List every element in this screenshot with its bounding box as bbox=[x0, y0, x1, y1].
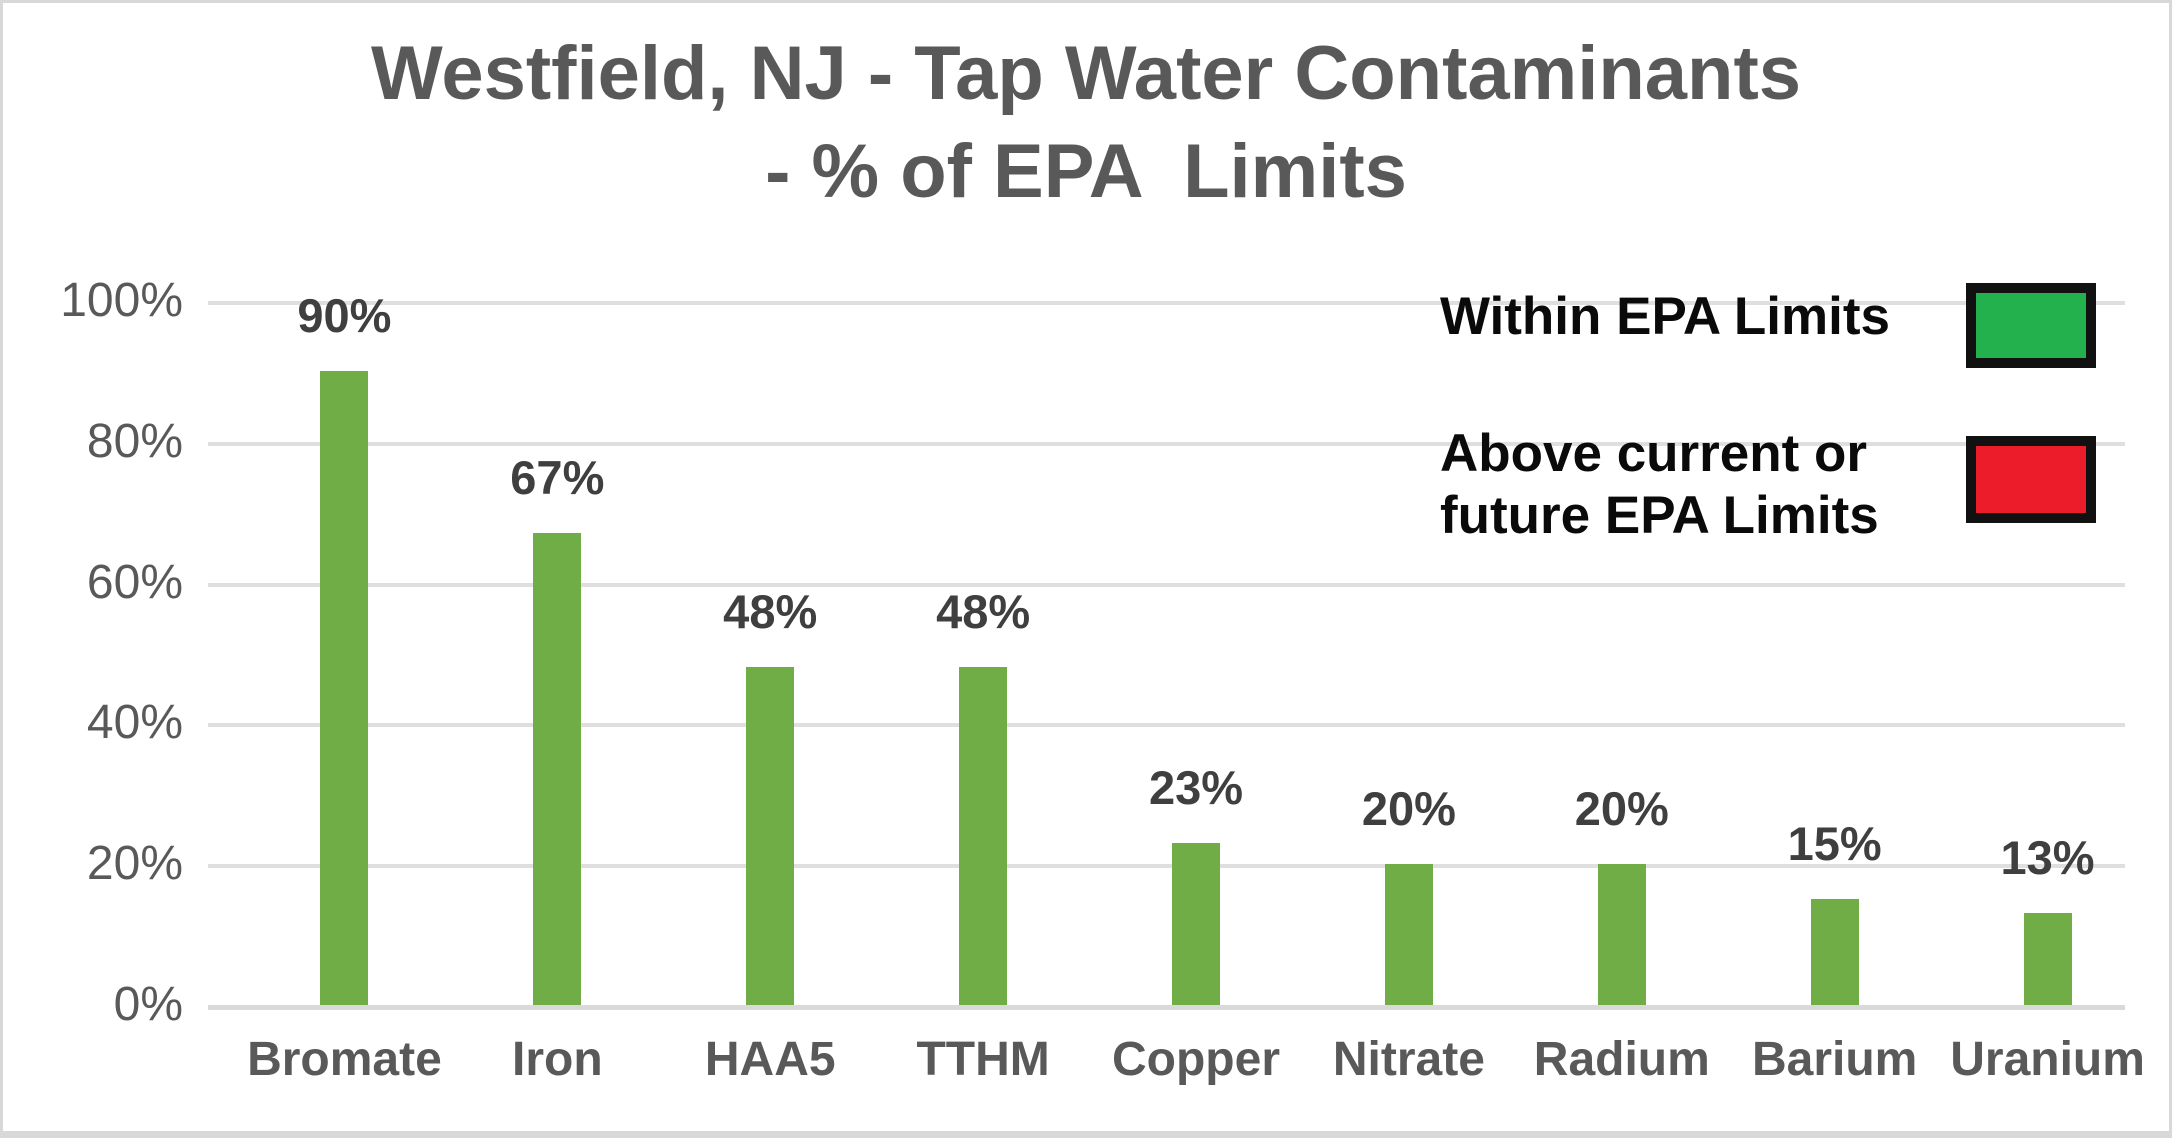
legend-swatch-1 bbox=[1966, 436, 2096, 523]
bar-slot-haa5: 48% bbox=[664, 301, 877, 1005]
y-tick-label: 20% bbox=[86, 837, 183, 891]
y-tick-label: 0% bbox=[113, 978, 183, 1031]
y-tick-label: 40% bbox=[86, 696, 183, 750]
bar-slot-barium: 15% bbox=[1728, 301, 1941, 1005]
legend-swatch-0 bbox=[1966, 283, 2096, 368]
bar-value-label: 20% bbox=[1361, 782, 1456, 836]
legend-label-0: Within EPA Limits bbox=[1440, 287, 1891, 346]
bar-slot-uranium: 13% bbox=[1941, 301, 2154, 1005]
x-axis-line bbox=[208, 1005, 2125, 1010]
bar-value-label: 67% bbox=[510, 451, 605, 505]
x-category-label: Copper bbox=[1112, 1033, 1280, 1086]
bar-slot-tthm: 48% bbox=[877, 301, 1090, 1005]
bar-radium bbox=[1597, 864, 1646, 1005]
bar-slot-radium: 20% bbox=[1515, 301, 1728, 1005]
bar-value-label: 15% bbox=[1787, 817, 1882, 871]
gridline bbox=[208, 723, 2125, 728]
gridline bbox=[208, 441, 2125, 446]
x-category-label: TTHM bbox=[916, 1033, 1050, 1086]
bar-copper bbox=[1172, 843, 1220, 1005]
x-category-label: Nitrate bbox=[1332, 1033, 1485, 1086]
y-tick-label: 60% bbox=[86, 555, 183, 609]
y-tick-label: 80% bbox=[86, 414, 183, 468]
bar-value-label: 48% bbox=[936, 585, 1031, 639]
gridline bbox=[208, 301, 2125, 305]
bar-value-label: 23% bbox=[1148, 761, 1244, 815]
legend-label-1: Above current or future EPA Limits bbox=[1440, 424, 1879, 545]
bar-nitrate bbox=[1384, 864, 1433, 1005]
bar-slot-copper: 23% bbox=[1090, 301, 1303, 1005]
bar-haa5 bbox=[746, 667, 795, 1005]
chart-title: Westfield, NJ - Tap Water Contaminants -… bbox=[370, 31, 1802, 214]
bar-value-label: 48% bbox=[723, 585, 818, 639]
x-category-label: Iron bbox=[512, 1033, 603, 1086]
x-axis-category-labels: Bromate Iron HAA5 TTHM Copper Nitrate Radium Ba… bbox=[238, 1031, 2154, 1089]
x-category-label: Barium bbox=[1751, 1033, 1918, 1086]
y-tick-label: 100% bbox=[60, 274, 183, 327]
bar-slot-bromate: 90% bbox=[238, 289, 451, 1005]
bar-value-label: 20% bbox=[1574, 782, 1669, 836]
gridline bbox=[208, 582, 2125, 587]
plot-area bbox=[208, 301, 2125, 1005]
bar-value-label: 90% bbox=[297, 289, 392, 343]
bar-slot-nitrate: 20% bbox=[1302, 301, 1515, 1005]
bar-bromate bbox=[320, 371, 369, 1005]
bar-barium bbox=[1810, 899, 1859, 1005]
bar-uranium bbox=[2023, 913, 2072, 1005]
bar-slot-iron: 67% bbox=[451, 301, 664, 1005]
bar-iron bbox=[533, 533, 582, 1005]
bar-tthm bbox=[959, 667, 1008, 1005]
x-category-label: HAA5 bbox=[704, 1033, 836, 1086]
x-category-label: Uranium bbox=[1950, 1033, 2145, 1086]
x-category-label: Bromate bbox=[247, 1033, 442, 1086]
x-category-label: Radium bbox=[1533, 1033, 1710, 1086]
bar-value-label: 13% bbox=[2000, 831, 2095, 885]
bar-series: 90% 67% 48% 48% 23% 20% 20% 15% 13% bbox=[238, 289, 2154, 1005]
gridline bbox=[208, 864, 2125, 869]
